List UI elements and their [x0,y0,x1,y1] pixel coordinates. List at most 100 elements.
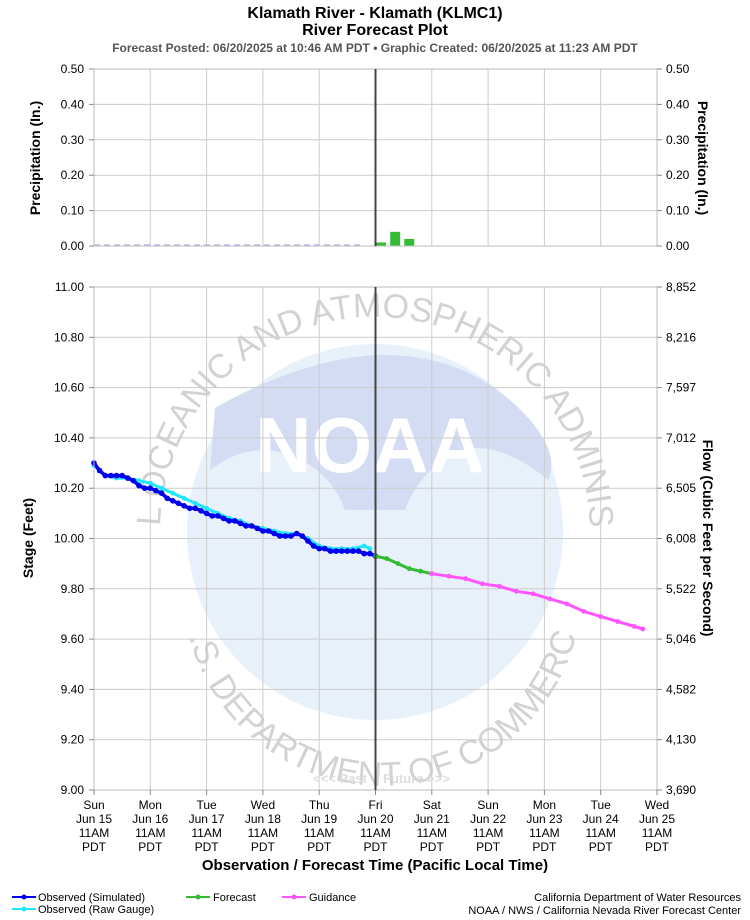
series-point-guidance [640,626,646,632]
series-point-observed-raw-gauge [204,505,210,511]
legend-guidance-marker [291,894,297,900]
series-point-observed-simulated [125,475,131,481]
chart-title-line1: Klamath River - Klamath (KLMC1) [247,5,502,22]
watermark-noaa-logo: NOAA [255,401,485,489]
series-point-observed-simulated [350,548,356,554]
credits-line2: NOAA / NWS / California Nevada River For… [468,905,741,917]
x-tick-time-label: 11AM [360,826,390,840]
x-tick-time-label: 11AM [585,826,615,840]
series-point-observed-simulated [203,510,210,517]
x-tick-day-label: Sat [423,798,442,812]
series-point-observed-simulated [186,505,193,512]
x-tick-day-label: Mon [139,798,162,812]
stage-ytick-left-label: 9.60 [61,632,85,646]
x-tick-tz-label: PDT [420,840,445,854]
series-point-forecast [384,556,390,561]
precip-forecast-bar [376,242,387,246]
series-point-guidance [429,571,435,577]
series-point-guidance [547,596,553,602]
precip-ytick-left-label: 0.30 [61,133,85,147]
x-tick-day-label: Sun [477,798,498,812]
x-tick-date-label: Jun 18 [245,812,281,826]
legend-observed-raw-marker [21,906,27,912]
series-point-guidance [463,576,468,582]
x-tick-tz-label: PDT [307,840,332,854]
series-point-observed-raw-gauge [361,543,367,549]
series-point-observed-simulated [282,533,289,539]
series-point-observed-simulated [192,505,199,512]
series-point-observed-simulated [147,485,154,492]
flow-ytick-right-label: 6,008 [666,532,696,546]
precip-bars [94,231,415,246]
series-point-observed-simulated [327,548,334,554]
flow-ytick-right-label: 8,852 [666,280,696,294]
credits-line1: California Department of Water Resources [534,892,741,904]
series-point-observed-raw-gauge [136,478,142,484]
past-label: <<< Past [313,771,368,786]
series-point-observed-simulated [299,533,306,539]
series-point-observed-simulated [215,513,221,519]
series-point-guidance [598,614,604,619]
x-axis-label: Observation / Forecast Time (Pacific Loc… [202,857,548,874]
legend-guidance: Guidance [282,892,356,904]
x-tick-day-label: Sun [83,798,104,812]
x-tick-date-label: Jun 19 [301,812,337,826]
series-point-guidance [513,588,519,594]
series-point-observed-simulated [310,543,317,549]
x-tick-time-label: 11AM [642,826,672,840]
series-point-observed-simulated [136,482,142,489]
legend: Observed (Simulated) Observed (Raw Gauge… [12,892,356,916]
precip-ytick-right-label: 0.40 [666,97,690,111]
series-line-guidance [431,572,644,631]
x-tick-date-label: Jun 23 [526,812,562,826]
noaa-watermark: NOAA NATIONAL OCEANIC AND ATMOSPHERIC AD… [0,0,620,794]
series-point-observed-raw-gauge [170,490,176,496]
series-point-guidance [530,591,536,597]
flow-ytick-right-label: 4,582 [666,682,696,696]
stage-tick-labels: 11.00 8,852 10.80 8,216 10.60 7,597 10.40 7,012… [54,280,696,797]
precip-ytick-right-label: 0.10 [666,204,690,218]
x-tick-day-label: Fri [369,798,383,812]
x-tick-date-label: Jun 20 [357,812,393,826]
series-point-observed-simulated [333,548,339,554]
x-tick-date-label: Jun 22 [470,812,506,826]
x-tick-time-label: 11AM [248,826,278,840]
x-tick-tz-label: PDT [645,840,670,854]
series-point-guidance [446,573,452,579]
series-point-observed-simulated [265,528,272,534]
stage-ylabel-right: Flow (Cubic Feet per Second) [700,440,716,637]
x-tick-time-label: 11AM [304,826,334,840]
precip-ytick-right-label: 0.00 [666,239,690,253]
precip-ytick-left-label: 0.10 [61,204,85,218]
series-point-observed-simulated [355,548,362,554]
flow-ytick-right-label: 5,046 [666,632,696,646]
flow-ytick-right-label: 5,522 [666,582,696,596]
stage-ytick-left-label: 10.80 [54,330,84,344]
series-point-observed-simulated [316,545,323,552]
series-point-guidance [480,581,485,587]
x-tick-tz-label: PDT [82,840,107,854]
flow-ytick-right-label: 4,130 [666,733,696,747]
x-tick-time-label: 11AM [79,826,109,840]
series-point-observed-simulated [248,523,255,529]
series-point-observed-simulated [164,495,170,502]
series-point-observed-simulated [322,545,328,552]
stage-ytick-left-label: 9.80 [61,582,85,596]
x-tick-tz-label: PDT [476,840,501,854]
series-point-observed-simulated [288,533,294,539]
x-tick-date-label: Jun 17 [189,812,225,826]
x-tick-tz-label: PDT [364,840,389,854]
series-point-observed-simulated [130,477,137,484]
stage-ylabel-left: Stage (Feet) [20,498,36,578]
x-tick-day-label: Wed [645,798,669,812]
stage-ytick-left-label: 10.00 [54,532,84,546]
series-point-observed-simulated [158,490,165,497]
chart-title-line2: River Forecast Plot [302,22,449,39]
series-point-observed-simulated [271,530,278,537]
x-tick-tz-label: PDT [532,840,557,854]
x-tick-date-label: Jun 25 [639,812,675,826]
series-point-observed-simulated [113,472,120,479]
x-tick-time-label: 11AM [529,826,559,840]
series-point-observed-simulated [277,533,283,539]
